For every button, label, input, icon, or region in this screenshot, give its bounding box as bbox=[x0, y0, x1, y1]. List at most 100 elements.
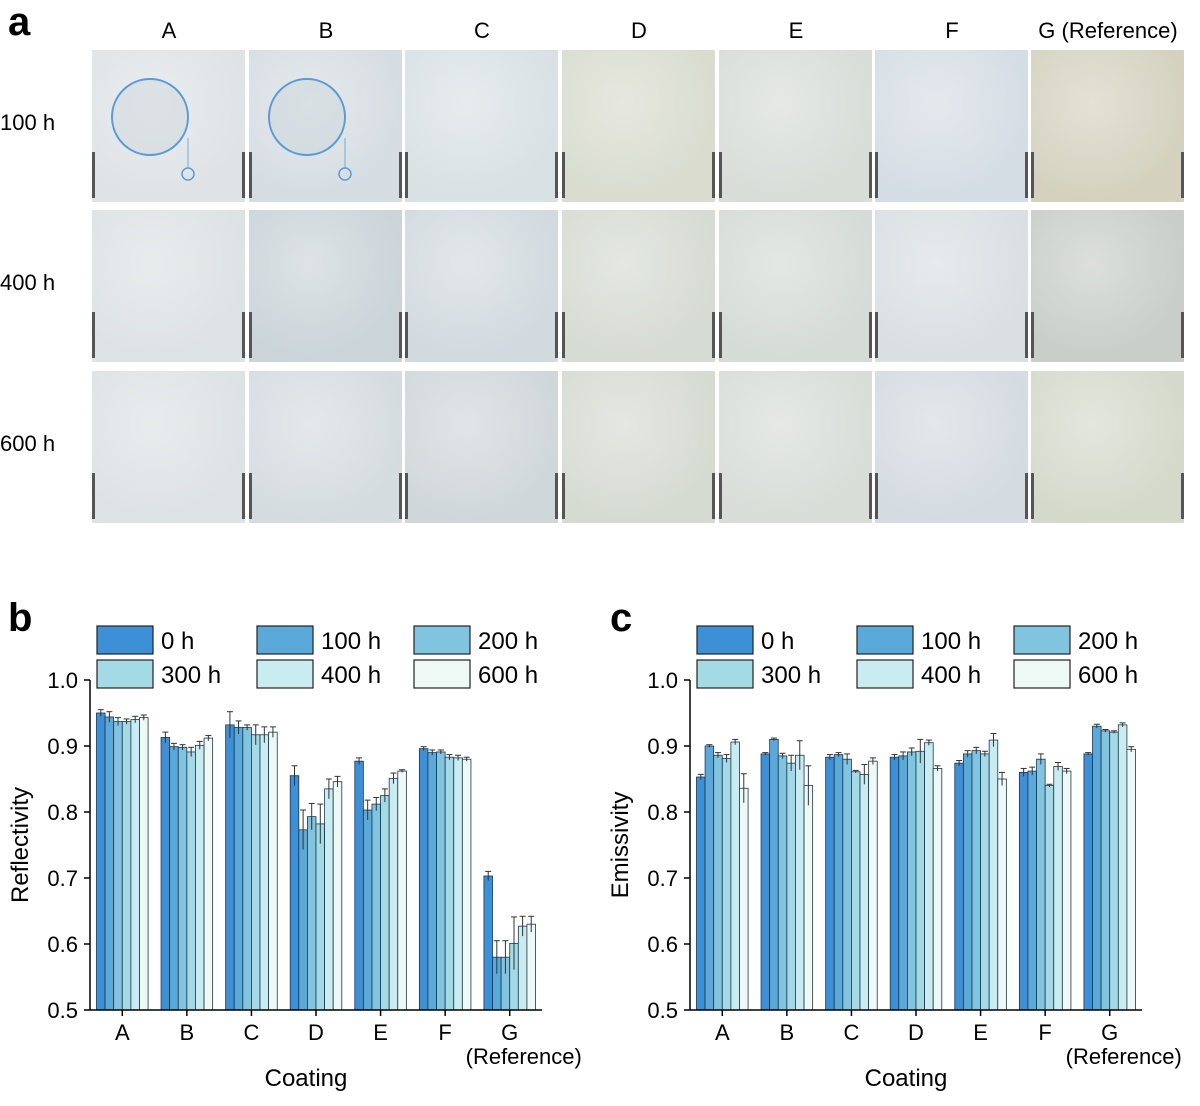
bar bbox=[315, 823, 326, 1011]
bar bbox=[177, 746, 188, 1011]
x-tick-label: G bbox=[1101, 1020, 1118, 1045]
bar bbox=[721, 758, 732, 1011]
bar bbox=[1109, 731, 1119, 1011]
y-axis-title: Emissivity bbox=[607, 792, 634, 899]
sample-photo-tile bbox=[562, 210, 715, 362]
y-tick-label: 0.8 bbox=[47, 800, 78, 825]
tile-edge-mark bbox=[249, 152, 252, 198]
y-tick-label: 0.7 bbox=[647, 866, 678, 891]
legend-swatch bbox=[96, 659, 154, 689]
tile-edge-mark bbox=[555, 312, 558, 358]
bar bbox=[121, 721, 132, 1011]
tile-edge-mark bbox=[875, 312, 878, 358]
legend-swatch bbox=[413, 659, 471, 689]
emissivity-chart: 0 h 100 h 200 h 300 h 400 h 600 h 0.5 0.6 0.7 0.8… bbox=[607, 625, 1182, 1092]
tile-edge-mark bbox=[399, 473, 402, 519]
bar bbox=[786, 762, 796, 1011]
tile-edge-mark bbox=[1181, 473, 1184, 519]
tile-edge-mark bbox=[712, 312, 715, 358]
bar bbox=[517, 925, 528, 1011]
tile-edge-mark bbox=[869, 473, 872, 519]
bar bbox=[1092, 725, 1102, 1011]
column-label: A bbox=[161, 18, 177, 43]
bar bbox=[324, 788, 334, 1011]
y-tick-label: 0.5 bbox=[47, 998, 78, 1023]
tile-edge-mark bbox=[712, 152, 715, 198]
panel-a-label: a bbox=[8, 0, 31, 44]
bar bbox=[1018, 771, 1029, 1011]
tile-edge-mark bbox=[242, 312, 245, 358]
bar bbox=[453, 757, 463, 1011]
bar bbox=[1036, 758, 1046, 1011]
tile-edge-mark bbox=[1025, 312, 1028, 358]
x-tick-label: C bbox=[843, 1020, 859, 1045]
bar bbox=[169, 746, 179, 1011]
bar bbox=[932, 768, 943, 1011]
legend-swatch bbox=[856, 659, 914, 689]
bar bbox=[104, 716, 115, 1011]
x-tick-label: C bbox=[243, 1020, 259, 1045]
bar bbox=[825, 756, 835, 1011]
bar bbox=[418, 748, 429, 1011]
x-tick-label: A bbox=[715, 1020, 730, 1045]
tile-edge-mark bbox=[92, 312, 95, 358]
legend-label: 400 h bbox=[921, 662, 981, 689]
legend-swatch bbox=[1013, 625, 1071, 655]
sample-photo-tile bbox=[1031, 50, 1184, 202]
x-tick-label: E bbox=[373, 1020, 388, 1045]
bar bbox=[371, 803, 381, 1011]
sample-photo-tile bbox=[1031, 210, 1184, 362]
x-tick-sublabel: (Reference) bbox=[466, 1044, 582, 1069]
tile-edge-mark bbox=[399, 312, 402, 358]
tile-edge-mark bbox=[875, 152, 878, 198]
tile-edge-mark bbox=[869, 312, 872, 358]
y-tick-label: 0.6 bbox=[47, 932, 78, 957]
y-tick-label: 0.5 bbox=[647, 998, 678, 1023]
legend-label: 300 h bbox=[161, 662, 221, 689]
y-tick-label: 1.0 bbox=[47, 668, 78, 693]
tile-edge-mark bbox=[562, 312, 565, 358]
legend-label: 300 h bbox=[761, 662, 821, 689]
tile-edge-mark bbox=[242, 152, 245, 198]
bar bbox=[777, 755, 788, 1011]
bar bbox=[730, 741, 740, 1011]
tile-edge-mark bbox=[249, 312, 252, 358]
tile-edge-mark bbox=[719, 152, 722, 198]
column-label: C bbox=[474, 18, 490, 43]
bar bbox=[696, 776, 706, 1011]
tile-edge-mark bbox=[875, 473, 878, 519]
column-label: B bbox=[318, 18, 334, 43]
reflectivity-chart: 0 h 100 h 200 h 300 h 400 h 600 h 0.5 0.6 0.7 0.8… bbox=[7, 625, 582, 1092]
bar bbox=[704, 745, 715, 1011]
y-tick-label: 0.8 bbox=[647, 800, 678, 825]
sample-photo-tile bbox=[92, 371, 245, 523]
sample-photo-tile bbox=[249, 371, 402, 523]
x-tick-label: B bbox=[780, 1020, 795, 1045]
sample-photo-tile bbox=[719, 371, 872, 523]
tile-edge-mark bbox=[1181, 152, 1184, 198]
sample-photo-tile bbox=[405, 50, 558, 202]
bar bbox=[203, 737, 214, 1011]
row-label: 100 h bbox=[0, 110, 56, 135]
tile-edge-mark bbox=[405, 473, 408, 519]
bar bbox=[306, 816, 317, 1011]
bar bbox=[1053, 766, 1063, 1011]
sample-photo-tile bbox=[249, 210, 402, 362]
legend-label: 400 h bbox=[321, 662, 381, 689]
sample-photo-tile bbox=[92, 210, 245, 362]
tile-edge-mark bbox=[399, 152, 402, 198]
tile-edge-mark bbox=[92, 473, 95, 519]
bar bbox=[954, 762, 964, 1011]
bar bbox=[1027, 770, 1037, 1011]
bar bbox=[225, 724, 235, 1011]
bar bbox=[397, 770, 407, 1011]
y-tick-label: 0.9 bbox=[647, 734, 678, 759]
bar bbox=[461, 758, 472, 1011]
tile-edge-mark bbox=[242, 473, 245, 519]
x-tick-label: F bbox=[1038, 1020, 1051, 1045]
x-tick-label: G bbox=[501, 1020, 518, 1045]
sample-photo-tile bbox=[875, 50, 1028, 202]
bar bbox=[427, 752, 437, 1011]
x-axis-title: Coating bbox=[265, 1065, 348, 1092]
bar bbox=[380, 795, 390, 1011]
